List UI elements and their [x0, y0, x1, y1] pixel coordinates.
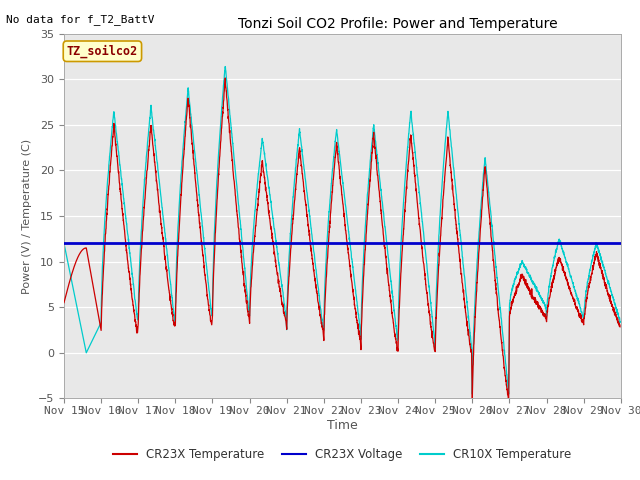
CR23X Temperature — [221, 75, 229, 81]
CR23X Temperature — [484, 191, 492, 197]
Title: Tonzi Soil CO2 Profile: Power and Temperature: Tonzi Soil CO2 Profile: Power and Temper… — [238, 17, 558, 31]
Text: No data for f_T2_BattV: No data for f_T2_BattV — [6, 14, 155, 25]
CR10X Temperature — [455, 221, 463, 227]
CR23X Temperature — [420, 268, 428, 274]
CR10X Temperature — [524, 269, 531, 275]
CR23X Temperature — [505, 396, 513, 402]
CR23X Voltage — [60, 240, 68, 246]
CR10X Temperature — [468, 391, 476, 397]
CR23X Temperature — [455, 250, 463, 255]
CR23X Temperature — [60, 300, 68, 305]
CR23X Temperature — [524, 285, 531, 290]
CR23X Temperature — [616, 324, 624, 330]
Line: CR23X Temperature: CR23X Temperature — [64, 78, 620, 399]
CR10X Temperature — [252, 197, 260, 203]
Text: TZ_soilco2: TZ_soilco2 — [67, 45, 138, 58]
CR10X Temperature — [616, 319, 624, 324]
CR23X Temperature — [252, 223, 260, 229]
CR10X Temperature — [484, 181, 492, 187]
CR10X Temperature — [60, 240, 68, 246]
CR23X Temperature — [455, 248, 463, 253]
CR10X Temperature — [455, 217, 463, 223]
Legend: CR23X Temperature, CR23X Voltage, CR10X Temperature: CR23X Temperature, CR23X Voltage, CR10X … — [108, 443, 577, 466]
CR10X Temperature — [420, 242, 428, 248]
CR23X Voltage — [97, 240, 105, 246]
Line: CR10X Temperature: CR10X Temperature — [64, 67, 620, 394]
CR10X Temperature — [221, 64, 229, 70]
X-axis label: Time: Time — [327, 419, 358, 432]
Y-axis label: Power (V) / Temperature (C): Power (V) / Temperature (C) — [22, 138, 33, 294]
